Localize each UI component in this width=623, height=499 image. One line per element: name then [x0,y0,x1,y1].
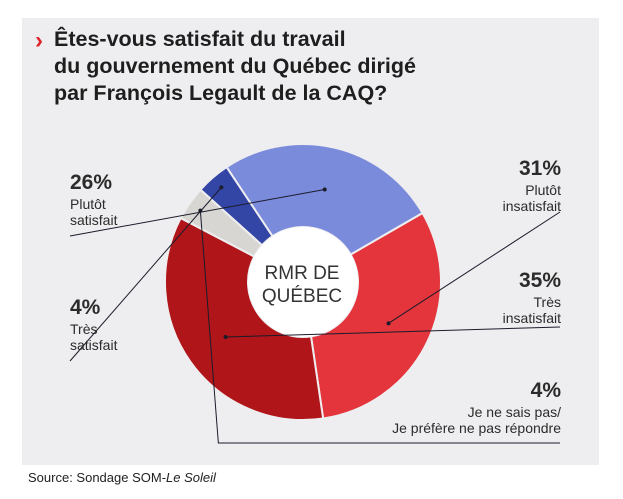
center-label: RMR DE QUÉBEC [261,263,343,307]
chevron-right-icon: › [35,27,43,54]
label-tres-satisfait: Très satisfait [70,321,118,353]
chart-title-text: Êtes-vous satisfait du travail du gouver… [54,27,416,105]
label-plutot-satisfait: Plutôt satisfait [70,196,118,228]
source-note: Source: Sondage SOM-Le Soleil [28,470,216,485]
label-tres-insatisfait: Très insatisfait [502,294,561,326]
source-publication: Le Soleil [166,470,216,485]
pct-plutot-insatisfait: 31% [518,157,561,180]
pct-ne-sais-pas: 4% [530,379,561,402]
pct-tres-satisfait: 4% [70,296,101,319]
leader-plutot-satisfait [69,187,327,237]
leader-plutot-insatisfait [386,211,561,326]
pct-tres-insatisfait: 35% [518,269,561,292]
donut-hole [248,227,358,337]
leader-tres-satisfait [69,185,224,362]
pct-plutot-satisfait: 26% [70,171,113,194]
label-plutot-insatisfait: Plutôt insatisfait [502,182,561,214]
source-prefix: Source: Sondage SOM- [28,470,167,485]
leader-tres-insatisfait [223,326,561,340]
label-ne-sais-pas: Je ne sais pas/ Je préfère ne pas répond… [392,404,561,436]
